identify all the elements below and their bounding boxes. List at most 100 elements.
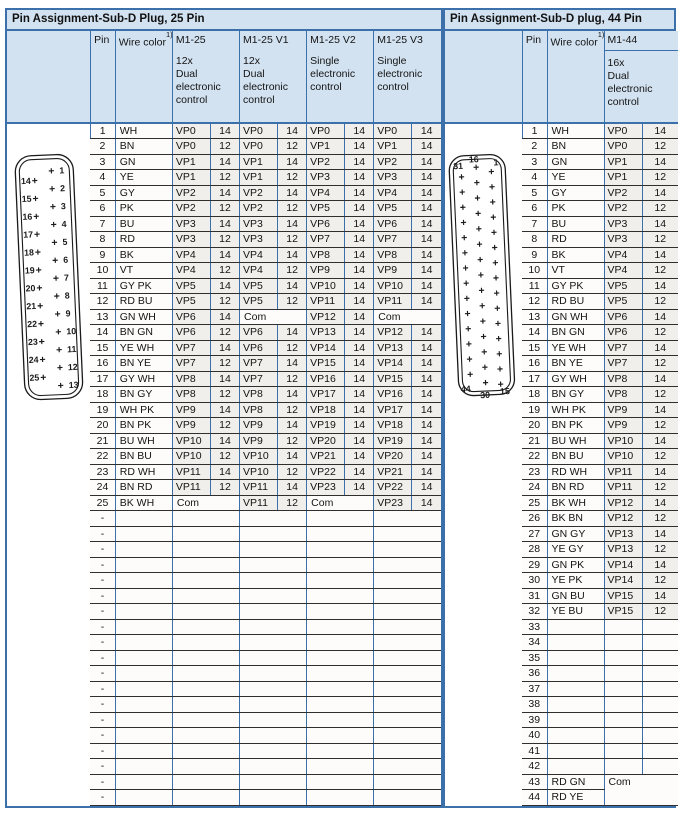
value-cell: 14 — [641, 557, 679, 573]
empty-cell — [239, 727, 307, 744]
empty-cell — [171, 634, 240, 651]
value-cell: 12 — [277, 200, 307, 217]
pin-row: 14 BN GN VP6 12 VP6 14 VP13 14 VP12 14 — [7, 324, 441, 341]
valve-port-cell: VP1 — [171, 169, 211, 186]
pin-cell: 36 — [522, 665, 547, 682]
value-cell: 12 — [209, 200, 240, 217]
valve-port-cell: VP9 — [171, 402, 211, 418]
pin-row: 13 GN WH VP6 14 Com VP12 14 Com — [7, 309, 441, 325]
pin-row: 7 BU VP3 14 — [445, 216, 679, 232]
wire-color-cell: BN BU — [114, 448, 173, 465]
value-cell: 14 — [277, 216, 307, 232]
valve-port-cell: VP3 — [306, 169, 345, 186]
pin-row: 11 GY PK VP5 14 VP5 14 VP10 14 VP10 14 — [7, 278, 441, 294]
wire-color-cell: GY WH — [114, 371, 173, 387]
value-cell: 14 — [411, 386, 441, 403]
valve-port-cell: VP15 — [603, 603, 642, 620]
value-cell: 12 — [277, 340, 307, 356]
wire-color-cell: BN RD — [114, 479, 173, 496]
pin-cell: 35 — [522, 650, 547, 666]
pin-cell: 1 — [89, 123, 116, 139]
pin-cell: 16 — [522, 355, 547, 372]
pin-cell: 24 — [90, 479, 116, 496]
value-cell: 14 — [344, 138, 374, 155]
connector-pin-number: 44 — [461, 384, 471, 394]
pin-row: 9 BK VP4 14 — [445, 247, 679, 263]
value-cell: 14 — [344, 371, 374, 387]
valve-port-cell: VP8 — [603, 371, 642, 387]
connector-pin-number: 15 — [500, 386, 510, 396]
pin-row: 27 GN GY VP13 14 — [445, 526, 679, 542]
value-cell: 14 — [344, 402, 374, 418]
pin-cell: - — [90, 681, 116, 697]
valve-port-cell: VP6 — [239, 340, 278, 356]
pin-row: 4 YE VP1 12 — [445, 169, 679, 186]
pin-cell: - — [90, 634, 116, 651]
variant-description: 12x Dual electronic control — [175, 55, 221, 106]
empty-cell — [373, 712, 441, 728]
value-cell: 14 — [411, 371, 441, 387]
value-cell: 12 — [209, 262, 240, 279]
pin-row: 37 — [445, 681, 679, 697]
empty-cell — [306, 727, 374, 744]
valve-port-cell: VP11 — [171, 464, 211, 480]
valve-port-cell: VP11 — [603, 479, 642, 496]
value-cell: 14 — [641, 495, 679, 511]
pin-cell: 26 — [522, 510, 547, 527]
valve-port-cell: VP0 — [306, 123, 345, 139]
empty-cell — [306, 510, 374, 527]
pin-cell: 27 — [522, 526, 547, 542]
valve-port-cell: VP19 — [306, 417, 345, 434]
valve-port-cell: VP0 — [239, 123, 278, 139]
wire-color-cell: BN GY — [114, 386, 173, 403]
empty-cell — [306, 696, 374, 713]
pin-cell: - — [90, 557, 116, 573]
empty-cell — [373, 681, 441, 697]
valve-port-cell: VP5 — [603, 278, 642, 294]
value-cell — [641, 650, 679, 666]
valve-port-cell: VP22 — [306, 464, 345, 480]
empty-cell — [171, 526, 240, 542]
wire-color-cell — [114, 681, 173, 697]
pin-row: 21 BU WH VP10 14 VP9 12 VP20 14 VP19 14 — [7, 433, 441, 449]
pin-row: 14 BN GN VP6 12 — [445, 324, 679, 341]
empty-cell — [306, 758, 374, 775]
wire-color-cell: BN YE — [546, 355, 604, 372]
value-cell: 14 — [277, 123, 307, 139]
valve-port-cell: VP20 — [373, 448, 412, 465]
value-cell: 14 — [411, 231, 441, 248]
wire-color-cell: YE — [114, 169, 173, 186]
value-cell: 14 — [344, 262, 374, 279]
value-cell: 14 — [344, 448, 374, 465]
pin-row: 25 BK WH VP12 14 — [445, 495, 679, 511]
valve-port-cell: VP6 — [171, 324, 211, 341]
pin-row: 9 BK VP4 14 VP4 14 VP8 14 VP8 14 — [7, 247, 441, 263]
value-cell: 14 — [344, 247, 374, 263]
value-cell: 14 — [641, 402, 679, 418]
value-cell: 12 — [641, 231, 679, 248]
empty-cell — [373, 696, 441, 713]
valve-port-cell: VP0 — [239, 138, 278, 155]
connector-pin-number: 10 — [66, 326, 76, 336]
valve-port-cell: VP18 — [306, 402, 345, 418]
value-cell: 12 — [641, 603, 679, 620]
value-cell: 12 — [209, 293, 240, 310]
wire-color-cell: BN — [546, 138, 604, 155]
valve-port-cell: VP5 — [171, 278, 211, 294]
valve-port-cell: VP10 — [306, 278, 345, 294]
value-cell: 14 — [344, 185, 374, 201]
wire-color-cell: GN BU — [546, 588, 604, 604]
wire-color-cell: RD — [114, 231, 173, 248]
pin-row: 43 RD GN Com — [445, 774, 679, 806]
pin-cell: 5 — [90, 185, 116, 201]
wire-color-cell — [114, 557, 173, 573]
pin-row: - — [7, 712, 441, 728]
pin-cell: 8 — [90, 231, 116, 248]
variant-name: M1-25 V3 — [377, 34, 423, 46]
value-cell: 14 — [209, 464, 240, 480]
value-cell: 14 — [411, 448, 441, 465]
pin-cell: 41 — [522, 743, 547, 759]
empty-cell — [171, 789, 240, 806]
value-cell: 14 — [209, 185, 240, 201]
connector-pin-number: 5 — [62, 237, 67, 247]
